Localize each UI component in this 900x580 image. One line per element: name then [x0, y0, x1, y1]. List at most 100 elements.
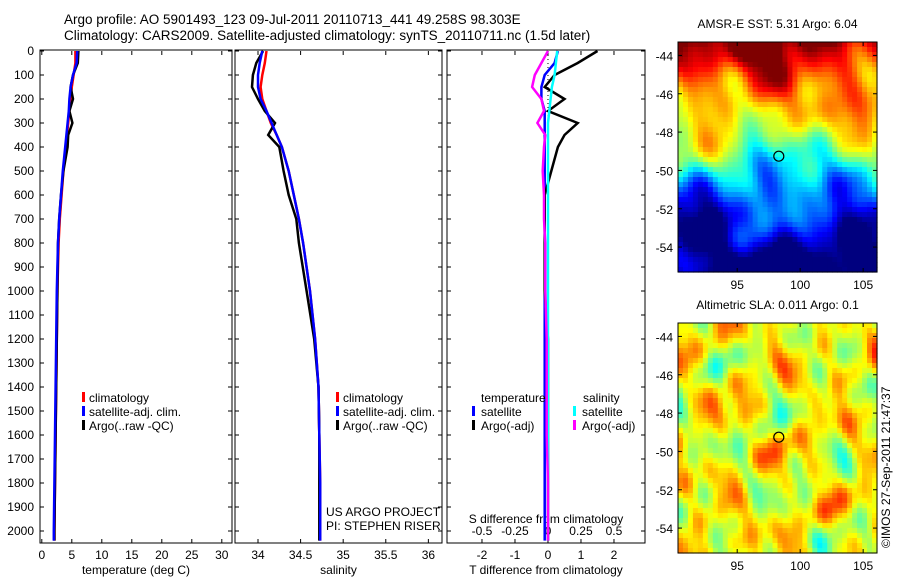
heatmap-cell	[802, 117, 808, 123]
heatmap-cell	[817, 72, 823, 78]
heatmap-cell	[827, 252, 833, 258]
heatmap-cell	[822, 388, 828, 394]
heatmap-cell	[712, 333, 719, 339]
heatmap-cell	[682, 463, 689, 469]
heatmap-cell	[678, 222, 684, 228]
heatmap-cell	[787, 343, 794, 349]
heatmap-cell	[857, 92, 863, 98]
heatmap-cell	[692, 463, 699, 469]
heatmap-cell	[792, 408, 798, 414]
heatmap-cell	[722, 107, 729, 113]
heatmap-cell	[767, 463, 774, 469]
heatmap-cell	[767, 478, 774, 484]
heatmap-cell	[682, 62, 689, 68]
heatmap-cell	[752, 528, 759, 534]
heatmap-cell	[792, 418, 798, 424]
heatmap-cell	[737, 443, 744, 449]
heatmap-cell	[862, 438, 868, 444]
heatmap-cell	[687, 57, 694, 63]
heatmap-cell	[752, 182, 759, 188]
heatmap-cell	[752, 47, 759, 53]
heatmap-cell	[792, 167, 798, 173]
heatmap-cell	[692, 187, 699, 193]
heatmap-cell	[842, 438, 848, 444]
heatmap-cell	[867, 202, 873, 208]
heatmap-cell	[762, 122, 769, 128]
heatmap-cell	[737, 262, 744, 268]
heatmap-cell	[742, 202, 749, 208]
heatmap-cell	[777, 107, 784, 113]
heatmap-cell	[857, 393, 863, 399]
heatmap-cell	[742, 473, 749, 479]
heatmap-cell	[857, 528, 863, 534]
heatmap-cell	[692, 97, 699, 103]
heatmap-cell	[707, 353, 714, 359]
heatmap-cell	[697, 157, 704, 163]
heatmap-cell	[752, 222, 759, 228]
heatmap-cell	[722, 508, 729, 514]
heatmap-cell	[767, 383, 774, 389]
heatmap-cell	[822, 217, 828, 223]
heatmap-cell	[762, 413, 769, 419]
heatmap-cell	[762, 488, 769, 494]
heatmap-cell	[712, 177, 719, 183]
heatmap-cell	[827, 127, 833, 133]
heatmap-cell	[682, 458, 689, 464]
heatmap-cell	[807, 398, 813, 404]
heatmap-cell	[692, 483, 699, 489]
heatmap-cell	[742, 77, 749, 83]
heatmap-cell	[692, 548, 699, 554]
heatmap-cell	[682, 438, 689, 444]
heatmap-cell	[852, 122, 858, 128]
heatmap-cell	[747, 127, 754, 133]
heatmap-cell	[752, 443, 759, 449]
heatmap-cell	[702, 62, 709, 68]
heatmap-cell	[787, 383, 794, 389]
heatmap-cell	[812, 212, 818, 218]
heatmap-cell	[777, 408, 784, 414]
heatmap-cell	[752, 227, 759, 233]
heatmap-cell	[678, 162, 684, 168]
heatmap-cell	[792, 147, 798, 153]
heatmap-cell	[678, 483, 684, 489]
heatmap-cell	[752, 112, 759, 118]
heatmap-cell	[747, 533, 754, 539]
heatmap-cell	[867, 112, 873, 118]
heatmap-cell	[737, 197, 744, 203]
heatmap-cell	[837, 262, 843, 268]
heatmap-cell	[802, 323, 808, 329]
heatmap-cell	[682, 157, 689, 163]
heatmap-cell	[837, 368, 843, 374]
heatmap-cell	[852, 182, 858, 188]
heatmap-cell	[682, 222, 689, 228]
heatmap-cell	[832, 237, 838, 243]
heatmap-cell	[857, 378, 863, 384]
heatmap-cell	[737, 398, 744, 404]
heatmap-cell	[872, 137, 878, 143]
heatmap-cell	[842, 52, 848, 58]
heatmap-cell	[797, 343, 803, 349]
heatmap-cell	[772, 408, 779, 414]
heatmap-cell	[862, 202, 868, 208]
heatmap-cell	[872, 368, 878, 374]
heatmap-cell	[822, 152, 828, 158]
heatmap-cell	[832, 72, 838, 78]
heatmap-cell	[787, 433, 794, 439]
heatmap-cell	[847, 548, 853, 554]
heatmap-cell	[722, 543, 729, 549]
heatmap-cell	[752, 348, 759, 354]
heatmap-cell	[807, 518, 813, 524]
heatmap-cell	[787, 262, 794, 268]
heatmap-cell	[832, 222, 838, 228]
heatmap-cell	[862, 443, 868, 449]
heatmap-cell	[727, 137, 734, 143]
heatmap-cell	[812, 112, 818, 118]
heatmap-cell	[732, 348, 739, 354]
heatmap-cell	[827, 443, 833, 449]
heatmap-cell	[722, 368, 729, 374]
heatmap-cell	[707, 182, 714, 188]
heatmap-cell	[777, 117, 784, 123]
heatmap-cell	[817, 152, 823, 158]
heatmap-cell	[787, 177, 794, 183]
heatmap-cell	[697, 543, 704, 549]
